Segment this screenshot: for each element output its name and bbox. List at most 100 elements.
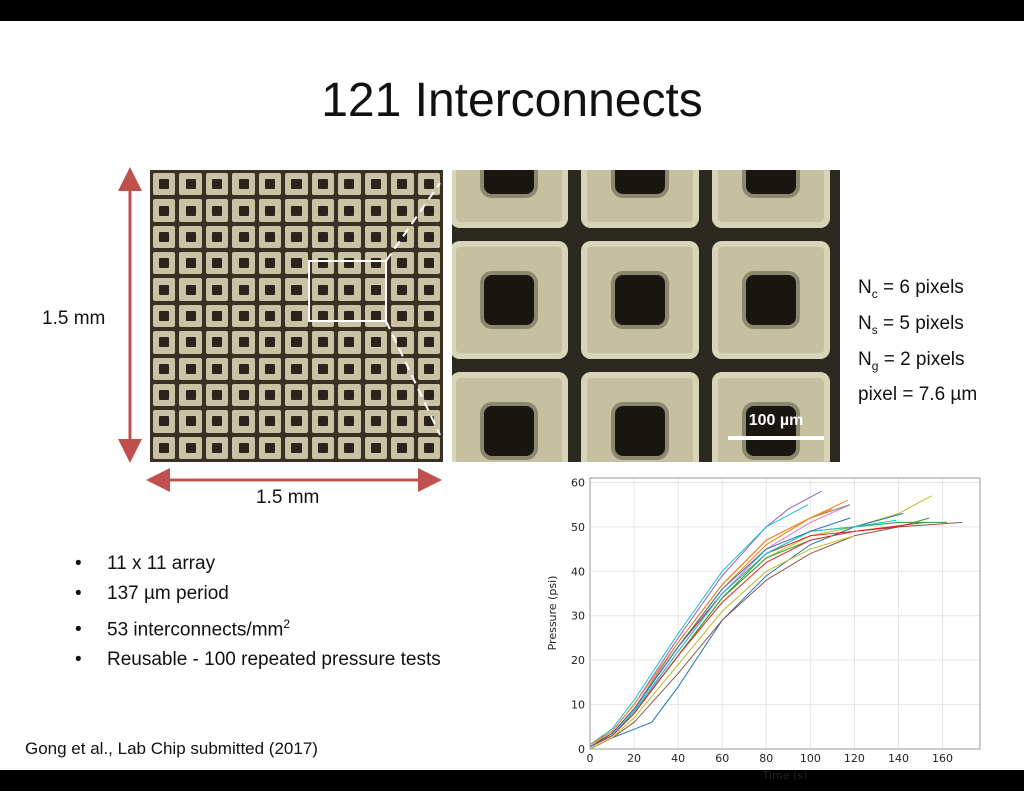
interconnect-cell xyxy=(311,278,335,301)
interconnect-cell xyxy=(153,331,176,354)
interconnect-cell xyxy=(285,357,308,380)
interconnect-cell xyxy=(338,278,361,301)
interconnect-cell xyxy=(311,331,335,354)
x-tick-label: 160 xyxy=(932,752,953,765)
y-tick-label: 50 xyxy=(571,521,585,534)
interconnect-cell xyxy=(258,173,282,196)
interconnect-cell xyxy=(285,304,308,328)
interconnect-cell xyxy=(232,252,255,275)
interconnect-cell xyxy=(205,199,229,222)
bullet-item: 53 interconnects/mm2 xyxy=(75,609,441,645)
interconnect-cell xyxy=(417,357,440,380)
interconnect-cell xyxy=(153,199,176,222)
interconnect-cell xyxy=(179,252,202,275)
interconnect-cell xyxy=(258,304,282,328)
interconnect-cell xyxy=(232,383,255,407)
interconnect-cell xyxy=(285,173,308,196)
interconnect-cell xyxy=(179,199,202,222)
interconnect-cell xyxy=(311,225,335,249)
x-tick-label: 140 xyxy=(888,752,909,765)
interconnect-cell xyxy=(417,173,440,196)
interconnect-cell xyxy=(258,331,282,354)
interconnect-cell xyxy=(338,436,361,459)
series-line-run-15 xyxy=(589,526,899,748)
interconnect-cell xyxy=(417,199,440,222)
interconnect-cell xyxy=(232,173,255,196)
interconnect-cell xyxy=(232,357,255,380)
interconnect-cell xyxy=(311,252,335,275)
interconnect-cell xyxy=(364,278,388,301)
series-line-run-1 xyxy=(589,490,822,745)
interconnect-cell xyxy=(232,278,255,301)
interconnect-cell xyxy=(179,225,202,249)
interconnect-cell xyxy=(338,199,361,222)
interconnect-cell xyxy=(391,410,414,433)
slide-title: 121 Interconnects xyxy=(321,74,703,127)
series-line-run-11 xyxy=(589,535,855,750)
interconnect-cell-zoomed xyxy=(581,372,699,462)
interconnect-cell xyxy=(179,278,202,301)
series-line-run-13 xyxy=(589,519,897,748)
interconnect-cell xyxy=(232,225,255,249)
interconnect-cell xyxy=(179,436,202,459)
bullet-item: Reusable - 100 repeated pressure tests xyxy=(75,645,441,675)
x-axis-label: Time (s) xyxy=(762,769,808,782)
interconnect-cell xyxy=(417,304,440,328)
interconnect-cell xyxy=(417,225,440,249)
zoom-line-bottom xyxy=(385,320,441,436)
interconnect-cell xyxy=(205,278,229,301)
interconnect-cell xyxy=(338,252,361,275)
interconnect-cell xyxy=(205,252,229,275)
interconnect-cell xyxy=(285,278,308,301)
interconnect-cell xyxy=(417,252,440,275)
interconnect-cell xyxy=(205,410,229,433)
interconnect-cell-zoomed xyxy=(452,372,568,462)
interconnect-cell xyxy=(153,304,176,328)
interconnect-cell xyxy=(311,357,335,380)
series-line-run-2 xyxy=(589,504,809,745)
param-ng: Ng = 2 pixels xyxy=(858,348,965,373)
interconnect-cell xyxy=(285,331,308,354)
interconnect-cell xyxy=(258,357,282,380)
x-tick-label: 40 xyxy=(671,752,685,765)
interconnect-cell xyxy=(179,383,202,407)
interconnect-cell xyxy=(338,410,361,433)
interconnect-cell xyxy=(338,225,361,249)
interconnect-cell xyxy=(258,278,282,301)
interconnect-cell xyxy=(285,199,308,222)
plot-frame xyxy=(589,477,981,750)
series-line-run-14 xyxy=(589,508,833,745)
interconnect-cell xyxy=(232,436,255,459)
interconnect-cell xyxy=(391,278,414,301)
interconnect-cell xyxy=(417,278,440,301)
interconnect-cell xyxy=(285,225,308,249)
interconnect-cell-zoomed xyxy=(452,170,568,228)
interconnect-cell xyxy=(258,383,282,407)
interconnect-cell xyxy=(391,383,414,407)
y-tick-label: 0 xyxy=(578,743,585,756)
interconnect-cell xyxy=(205,331,229,354)
x-tick-label: 120 xyxy=(844,752,865,765)
interconnect-cell xyxy=(179,304,202,328)
interconnect-cell xyxy=(391,357,414,380)
interconnect-cell xyxy=(153,225,176,249)
interconnect-cell xyxy=(205,357,229,380)
interconnect-cell xyxy=(232,331,255,354)
interconnect-cell xyxy=(205,383,229,407)
interconnect-cell xyxy=(153,383,176,407)
interconnect-cell xyxy=(391,252,414,275)
interconnect-cell xyxy=(311,173,335,196)
interconnect-cell xyxy=(258,199,282,222)
interconnect-cell xyxy=(417,410,440,433)
y-tick-label: 60 xyxy=(571,476,585,489)
series-line-run-16 xyxy=(589,517,851,748)
interconnect-cell xyxy=(179,331,202,354)
pixel-parameters: Nc = 6 pixels Ns = 5 pixels Ng = 2 pixel… xyxy=(858,273,977,410)
y-tick-label: 10 xyxy=(571,699,585,712)
interconnect-cell xyxy=(285,436,308,459)
y-tick-label: 30 xyxy=(571,610,585,623)
interconnect-cell xyxy=(258,252,282,275)
interconnect-cell xyxy=(391,331,414,354)
series-line-run-8 xyxy=(589,521,925,748)
x-tick-label: 80 xyxy=(759,752,773,765)
